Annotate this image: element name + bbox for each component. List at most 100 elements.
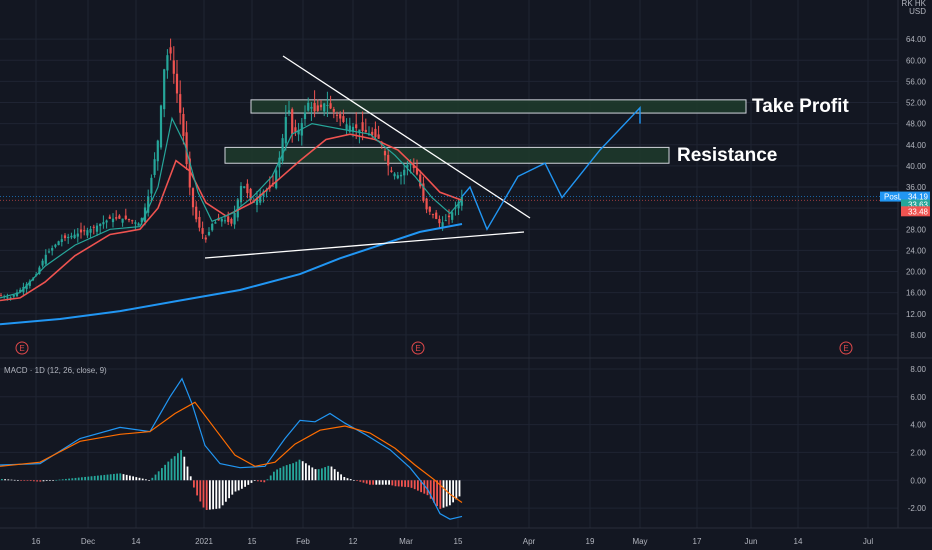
candle-body (89, 228, 92, 233)
candle-body (415, 168, 419, 175)
candle-body (153, 159, 156, 175)
candle-body (147, 196, 150, 213)
macd-histogram-bar (84, 476, 86, 481)
macd-histogram-bar (388, 480, 390, 485)
macd-histogram-bar (237, 480, 240, 491)
position-badge (880, 191, 901, 202)
ma-long-badge (901, 206, 930, 217)
macd-histogram-bar (135, 477, 138, 481)
macd-histogram-bar (132, 476, 134, 481)
candle-body (383, 151, 387, 156)
macd-histogram-bar (314, 469, 317, 481)
x-tick-label: 14 (132, 537, 141, 546)
candle-body (28, 281, 31, 286)
candle-body (230, 218, 233, 224)
candle-body (371, 131, 374, 136)
macd-histogram-bar (100, 475, 102, 481)
candle-body (191, 188, 195, 208)
macd-histogram-bar (81, 477, 83, 481)
candle-body (207, 231, 211, 236)
candle-body (79, 229, 83, 233)
candle-body (457, 202, 460, 209)
macd-histogram-bar (193, 480, 195, 488)
macd-histogram-bar (349, 479, 352, 481)
macd-histogram-bar (93, 475, 96, 481)
labels: Take Profit Resistance MACD · 1D (12, 26, … (4, 96, 930, 375)
macd-histogram-bar (327, 465, 330, 481)
candle-body (137, 223, 140, 226)
candle-body (326, 105, 329, 107)
y-tick-label: 24.00 (906, 246, 927, 255)
candle-body (166, 55, 169, 71)
macd-histogram-bar (205, 480, 208, 510)
x-tick-label: Feb (296, 537, 310, 546)
macd-histogram-bar (343, 476, 346, 481)
candle-body (403, 169, 406, 176)
macd-histogram-bar (417, 480, 419, 491)
macd-histogram-bar (71, 478, 74, 481)
macd-histogram-bar (42, 480, 45, 482)
x-tick-label: 15 (454, 537, 463, 546)
macd-y-tick-label: -2.00 (908, 504, 927, 513)
macd-histogram-bar (68, 478, 70, 481)
candle-body (287, 110, 291, 113)
candle-body (163, 69, 166, 110)
macd-histogram-bar (381, 480, 384, 485)
macd-histogram-bar (151, 477, 154, 481)
macd-histogram-bar (221, 480, 224, 506)
x-tick-label: 2021 (195, 537, 213, 546)
macd-histogram-bar (321, 468, 323, 481)
macd-histogram-bar (7, 479, 10, 481)
descending-trendline (282, 55, 531, 219)
candle-body (409, 161, 412, 166)
macd-histogram-bar (378, 480, 381, 485)
macd-histogram-bar (90, 476, 93, 481)
macd-histogram-bar (116, 473, 118, 481)
macd-histogram-bar (340, 474, 342, 481)
candle-body (47, 251, 51, 253)
x-tick-label: Apr (523, 537, 536, 546)
macd-histogram-bar (218, 480, 221, 509)
signal-line (0, 401, 463, 503)
ma-long-line (0, 223, 463, 326)
macd-histogram-bar (29, 480, 32, 482)
candle-body (6, 297, 9, 299)
candle-body (201, 228, 204, 234)
macd-histogram-bar (231, 480, 234, 495)
macd-histogram-bar (74, 477, 77, 481)
ascending-trendline (204, 231, 525, 259)
position-badge-text: PosL (884, 193, 903, 202)
candle-body (111, 218, 115, 223)
candle-body (444, 220, 447, 222)
candle-body (172, 60, 175, 74)
candle-body (447, 215, 451, 218)
macd-histogram-bar (196, 480, 198, 496)
macd-histogram-bar (317, 469, 320, 481)
candle-body (259, 194, 262, 203)
candle-body (211, 223, 214, 231)
candle-body (390, 170, 393, 172)
candle-body (70, 235, 73, 238)
y-tick-label: 20.00 (906, 268, 927, 277)
candle-body (57, 241, 60, 246)
candle-body (294, 127, 297, 132)
candle-body (121, 218, 124, 223)
macd-histogram-bar (375, 480, 378, 485)
candle-body (83, 230, 86, 232)
macd-histogram-bar (253, 480, 256, 481)
macd-histogram-bar (362, 480, 365, 483)
candle-body (419, 174, 422, 187)
candle-body (345, 124, 348, 130)
candle-body (156, 140, 159, 162)
macd-histogram-bar (202, 480, 205, 508)
candle-body (115, 217, 118, 219)
candle-body (0, 295, 3, 297)
candle-body (441, 222, 444, 228)
candle-body (51, 248, 54, 251)
candle-body (275, 170, 278, 189)
candle-body (393, 173, 396, 177)
macd-histogram-bar (289, 464, 291, 481)
macd-histogram-bar (228, 480, 230, 499)
macd-histogram-bar (356, 480, 358, 481)
